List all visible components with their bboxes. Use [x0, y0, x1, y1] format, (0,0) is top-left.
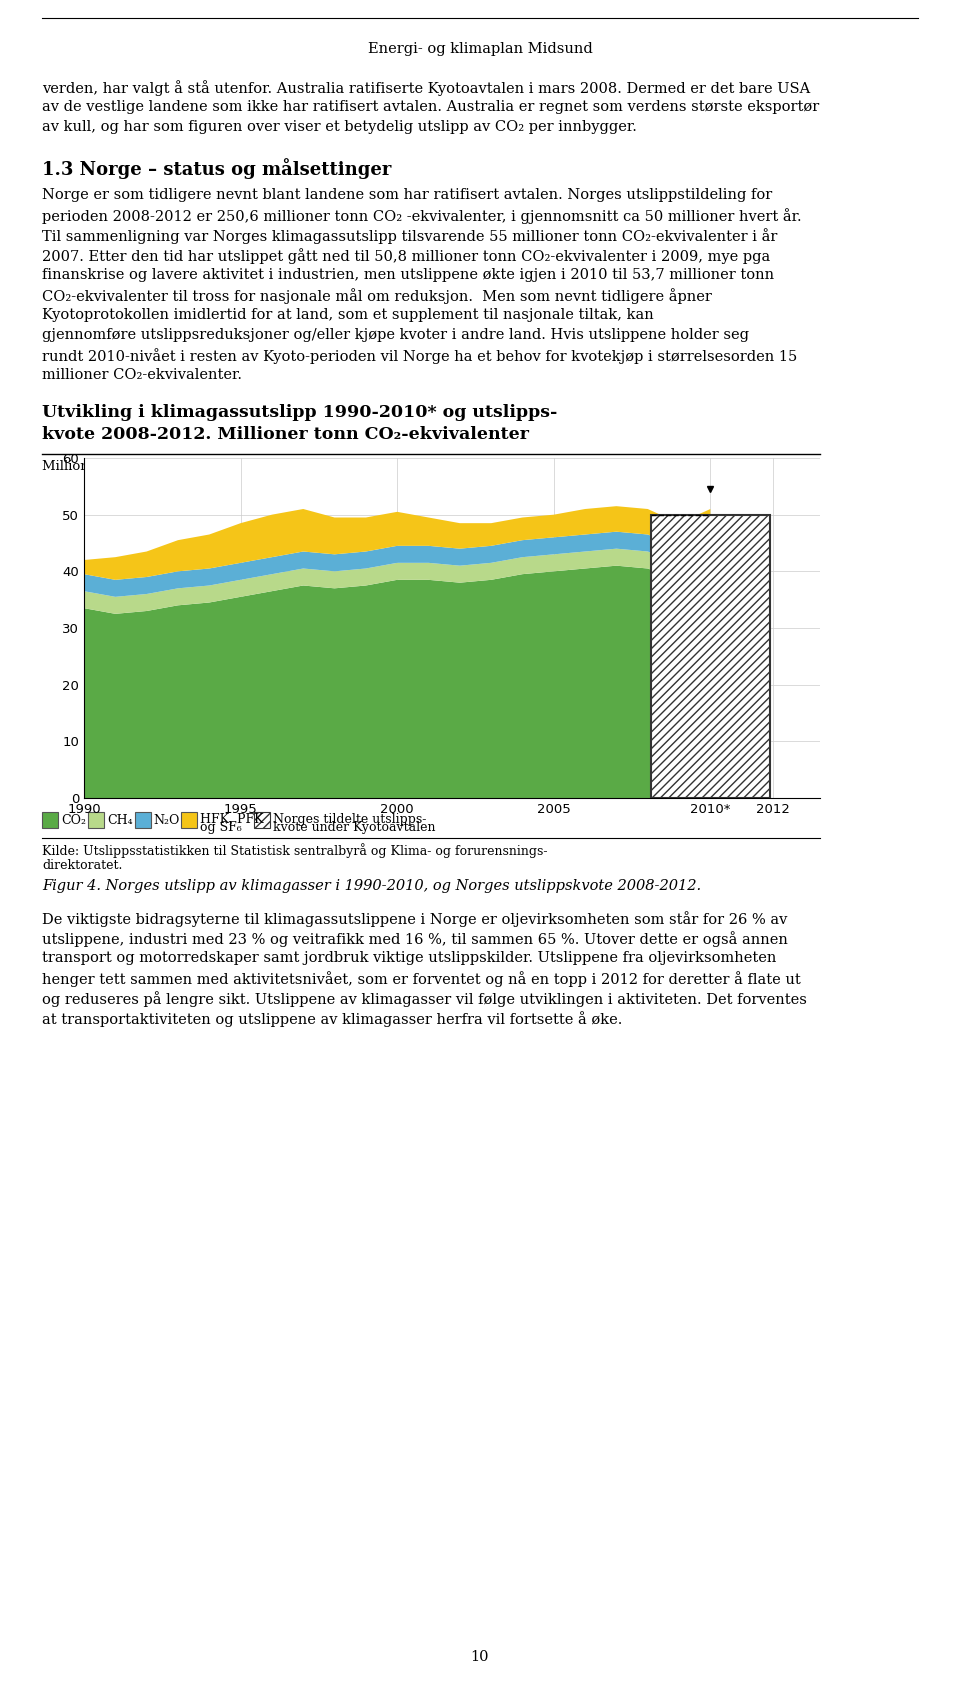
- Text: 2007. Etter den tid har utslippet gått ned til 50,8 millioner tonn CO₂-ekvivalen: 2007. Etter den tid har utslippet gått n…: [42, 247, 770, 264]
- Bar: [181, 812, 197, 828]
- Text: gjennomføre utslippsreduksjoner og/eller kjøpe kvoter i andre land. Hvis utslipp: gjennomføre utslippsreduksjoner og/eller…: [42, 328, 749, 341]
- Text: Utvikling i klimagassutslipp 1990-2010* og utslipps-: Utvikling i klimagassutslipp 1990-2010* …: [42, 404, 558, 420]
- Text: av de vestlige landene som ikke har ratifisert avtalen. Australia er regnet som : av de vestlige landene som ikke har rati…: [42, 99, 819, 114]
- Text: Energi- og klimaplan Midsund: Energi- og klimaplan Midsund: [368, 42, 592, 56]
- Text: av kull, og har som figuren over viser et betydelig utslipp av CO₂ per innbygger: av kull, og har som figuren over viser e…: [42, 119, 636, 135]
- Text: transport og motorredskaper samt jordbruk viktige utslippskilder. Utslippene fra: transport og motorredskaper samt jordbru…: [42, 950, 777, 965]
- Text: rundt 2010-nivået i resten av Kyoto-perioden vil Norge ha et behov for kvotekjøp: rundt 2010-nivået i resten av Kyoto-peri…: [42, 348, 797, 363]
- Bar: [651, 515, 770, 797]
- Text: at transportaktiviteten og utslippene av klimagasser herfra vil fortsette å øke.: at transportaktiviteten og utslippene av…: [42, 1011, 622, 1028]
- Text: Millioner tonn CO₂-ekvivalenter: Millioner tonn CO₂-ekvivalenter: [42, 459, 255, 473]
- Text: direktoratet.: direktoratet.: [42, 860, 122, 871]
- Text: Kyotoprotokollen imidlertid for at land, som et supplement til nasjonale tiltak,: Kyotoprotokollen imidlertid for at land,…: [42, 308, 654, 321]
- Text: finanskrise og lavere aktivitet i industrien, men utslippene økte igjen i 2010 t: finanskrise og lavere aktivitet i indust…: [42, 267, 774, 283]
- Text: verden, har valgt å stå utenfor. Australia ratifiserte Kyotoavtalen i mars 2008.: verden, har valgt å stå utenfor. Austral…: [42, 81, 810, 96]
- Text: N₂O: N₂O: [154, 814, 180, 826]
- Text: millioner CO₂-ekvivalenter.: millioner CO₂-ekvivalenter.: [42, 368, 242, 382]
- Text: kvote 2008-2012. Millioner tonn CO₂-ekvivalenter: kvote 2008-2012. Millioner tonn CO₂-ekvi…: [42, 426, 529, 442]
- Text: Kilde: Utslippsstatistikken til Statistisk sentralbyrå og Klima- og forurensning: Kilde: Utslippsstatistikken til Statisti…: [42, 843, 547, 858]
- Text: henger tett sammen med aktivitetsnivået, som er forventet og nå en topp i 2012 f: henger tett sammen med aktivitetsnivået,…: [42, 971, 801, 987]
- Text: kvote under Kyotoavtalen: kvote under Kyotoavtalen: [274, 821, 436, 834]
- Text: HFK, PFK: HFK, PFK: [201, 812, 264, 826]
- Text: 10: 10: [470, 1650, 490, 1663]
- Bar: [88, 812, 105, 828]
- Bar: [254, 812, 270, 828]
- Text: CH₄: CH₄: [108, 814, 133, 826]
- Text: De viktigste bidragsyterne til klimagassutslippene i Norge er oljevirksomheten s: De viktigste bidragsyterne til klimagass…: [42, 912, 787, 927]
- Text: og reduseres på lengre sikt. Utslippene av klimagasser vil følge utviklingen i a: og reduseres på lengre sikt. Utslippene …: [42, 991, 806, 1008]
- Text: CO₂-ekvivalenter til tross for nasjonale mål om reduksjon.  Men som nevnt tidlig: CO₂-ekvivalenter til tross for nasjonale…: [42, 288, 712, 304]
- Bar: [134, 812, 151, 828]
- Bar: [42, 812, 58, 828]
- Text: Norge er som tidligere nevnt blant landene som har ratifisert avtalen. Norges ut: Norge er som tidligere nevnt blant lande…: [42, 188, 772, 202]
- Text: og SF₆: og SF₆: [201, 821, 242, 834]
- Text: Til sammenligning var Norges klimagassutslipp tilsvarende 55 millioner tonn CO₂-: Til sammenligning var Norges klimagassut…: [42, 229, 778, 244]
- Text: CO₂: CO₂: [61, 814, 86, 826]
- Text: 1.3 Norge – status og målsettinger: 1.3 Norge – status og målsettinger: [42, 158, 392, 178]
- Text: Figur 4. Norges utslipp av klimagasser i 1990-2010, og Norges utslippskvote 2008: Figur 4. Norges utslipp av klimagasser i…: [42, 880, 701, 893]
- Text: perioden 2008-2012 er 250,6 millioner tonn CO₂ -ekvivalenter, i gjennomsnitt ca : perioden 2008-2012 er 250,6 millioner to…: [42, 209, 802, 224]
- Text: utslippene, industri med 23 % og veitrafikk med 16 %, til sammen 65 %. Utover de: utslippene, industri med 23 % og veitraf…: [42, 932, 788, 947]
- Text: Norges tildelte utslipps-: Norges tildelte utslipps-: [274, 812, 426, 826]
